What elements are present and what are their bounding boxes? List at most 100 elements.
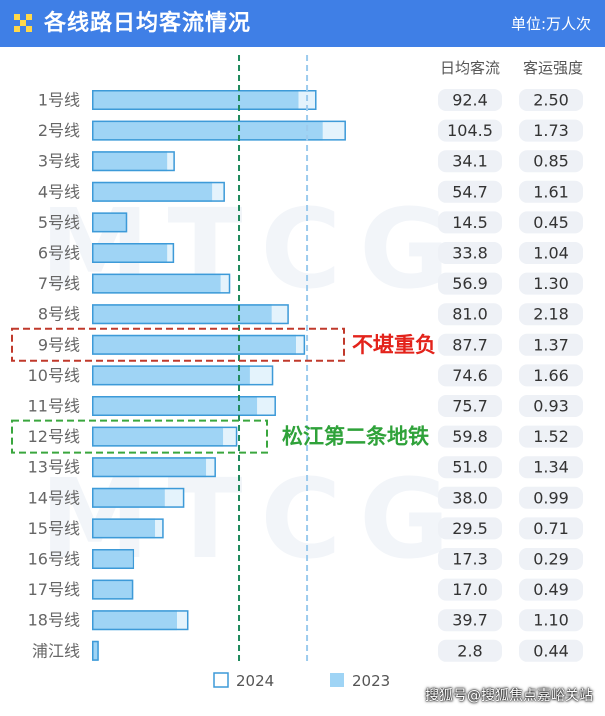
ridership-pill: [438, 517, 502, 540]
intensity-value: 0.93: [533, 397, 569, 416]
intensity-pill: [519, 89, 583, 111]
intensity-pill: [519, 364, 583, 387]
highlight-box-line-9: [11, 327, 345, 362]
bar-2024-extension: [167, 151, 175, 172]
bar-2024: [92, 518, 164, 539]
bar-2023: [92, 90, 299, 110]
bar-2023: [92, 334, 297, 355]
bar-2023: [92, 243, 168, 263]
ridership-value: 59.8: [452, 427, 488, 446]
category-label: 12号线: [28, 427, 80, 446]
bar-2024: [92, 640, 99, 661]
intensity-pill: [519, 242, 583, 264]
intensity-value: 2.50: [533, 91, 569, 110]
bar-2024: [92, 487, 185, 508]
intensity-value: 0.44: [533, 641, 569, 660]
category-label: 13号线: [28, 458, 80, 477]
bar-2024: [92, 120, 346, 141]
ridership-pill: [438, 180, 502, 203]
category-label: 18号线: [28, 611, 80, 630]
legend-label-2023: 2023: [352, 672, 390, 690]
bar-2023: [92, 151, 168, 172]
category-label: 11号线: [28, 397, 80, 416]
bar-2024-extension: [223, 426, 238, 447]
bar-2023: [92, 549, 133, 569]
bar-2024: [92, 273, 231, 294]
bar-2023: [92, 365, 250, 386]
bar-2023: [92, 426, 224, 447]
intensity-pill: [519, 456, 583, 479]
checker-flag-icon: [14, 14, 32, 32]
bar-2024-extension: [177, 610, 189, 631]
category-label: 1号线: [38, 91, 80, 110]
legend-label-2024: 2024: [236, 672, 274, 690]
bar-2024-extension: [155, 518, 164, 539]
intensity-pill: [519, 609, 583, 632]
intensity-value: 1.34: [533, 458, 569, 477]
bar-2024: [92, 304, 289, 325]
bar-2023: [92, 640, 99, 661]
ridership-pill: [438, 578, 502, 601]
category-label: 5号线: [38, 213, 80, 232]
bar-2023: [92, 579, 133, 600]
ridership-value: 54.7: [452, 182, 488, 201]
intensity-pill: [519, 517, 583, 540]
bar-2023: [92, 610, 178, 631]
bar-2024: [92, 243, 175, 263]
column-header-intensity: 客运强度: [523, 59, 583, 77]
ridership-value: 74.6: [452, 366, 488, 385]
intensity-value: 1.04: [533, 244, 569, 263]
bar-2024: [92, 426, 238, 447]
category-label: 7号线: [38, 274, 80, 293]
ridership-pill: [438, 303, 502, 326]
bar-2023: [92, 487, 165, 508]
bar-2024-extension: [220, 273, 231, 294]
ridership-pill: [438, 333, 502, 356]
intensity-value: 1.10: [533, 611, 569, 630]
intensity-value: 1.30: [533, 274, 569, 293]
bar-2023: [92, 273, 221, 294]
bar-2023: [92, 304, 272, 325]
ridership-value: 33.8: [452, 244, 488, 263]
intensity-value: 0.99: [533, 488, 569, 507]
category-label: 6号线: [38, 244, 80, 263]
intensity-pill: [519, 578, 583, 601]
ridership-pill: [438, 119, 502, 142]
ridership-value: 81.0: [452, 305, 488, 324]
highlight-box-line-12: [11, 419, 268, 454]
intensity-value: 2.18: [533, 305, 569, 324]
ridership-value: 92.4: [452, 91, 488, 110]
ridership-pill: [438, 609, 502, 632]
category-label: 2号线: [38, 121, 80, 140]
intensity-value: 1.52: [533, 427, 569, 446]
bar-2024: [92, 181, 225, 202]
intensity-pill: [519, 548, 583, 570]
bar-2024: [92, 457, 216, 478]
intensity-pill: [519, 333, 583, 356]
ridership-pill: [438, 272, 502, 295]
ridership-pill: [438, 242, 502, 264]
bar-2023: [92, 518, 156, 539]
intensity-value: 1.73: [533, 121, 569, 140]
bar-2024-extension: [167, 243, 175, 263]
bar-2024: [92, 579, 134, 600]
bar-2024: [92, 151, 175, 172]
ridership-pill: [438, 548, 502, 570]
bar-2024-extension: [296, 334, 306, 355]
bar-2023: [92, 181, 213, 202]
ridership-value: 56.9: [452, 274, 488, 293]
intensity-pill: [519, 639, 583, 662]
category-label: 9号线: [38, 335, 80, 354]
ridership-pill: [438, 456, 502, 479]
chart-header: 各线路日均客流情况 单位:万人次: [0, 0, 605, 47]
bar-2024-extension: [249, 365, 274, 386]
bar-2023: [92, 120, 323, 141]
annotation-songjiang: 松江第二条地铁: [282, 425, 429, 449]
category-label: 16号线: [28, 550, 80, 569]
unit-label: 单位:万人次: [510, 15, 591, 33]
bar-2024-extension: [206, 457, 216, 478]
ridership-value: 39.7: [452, 611, 488, 630]
bar-2024-extension: [322, 120, 346, 141]
ridership-value: 104.5: [447, 121, 493, 140]
